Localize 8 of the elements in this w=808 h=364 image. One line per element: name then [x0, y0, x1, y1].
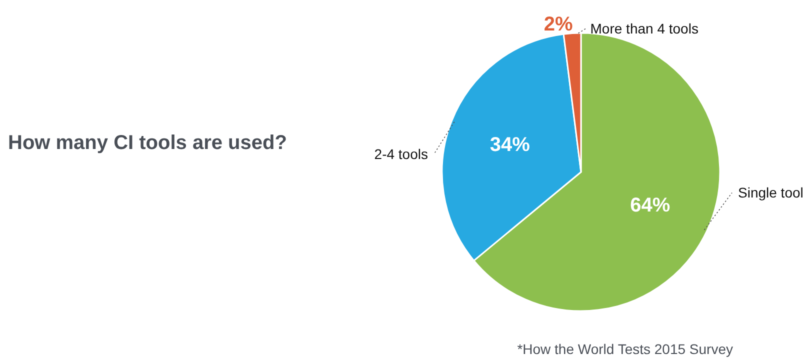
text: How many CI tools are used? [8, 132, 287, 154]
slice-label: More than 4 tools [590, 20, 698, 36]
data-label: 34% [490, 134, 530, 156]
data-label: 64% [630, 194, 670, 217]
slice-label: 2-4 tools [374, 146, 428, 162]
text: *How the World Tests 2015 Survey [517, 341, 733, 357]
slice-label: Single tool [738, 184, 804, 201]
data-label: 2% [544, 13, 573, 36]
